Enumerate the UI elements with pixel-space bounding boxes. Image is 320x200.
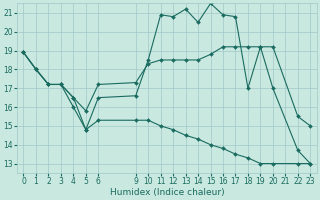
X-axis label: Humidex (Indice chaleur): Humidex (Indice chaleur) <box>109 188 224 197</box>
